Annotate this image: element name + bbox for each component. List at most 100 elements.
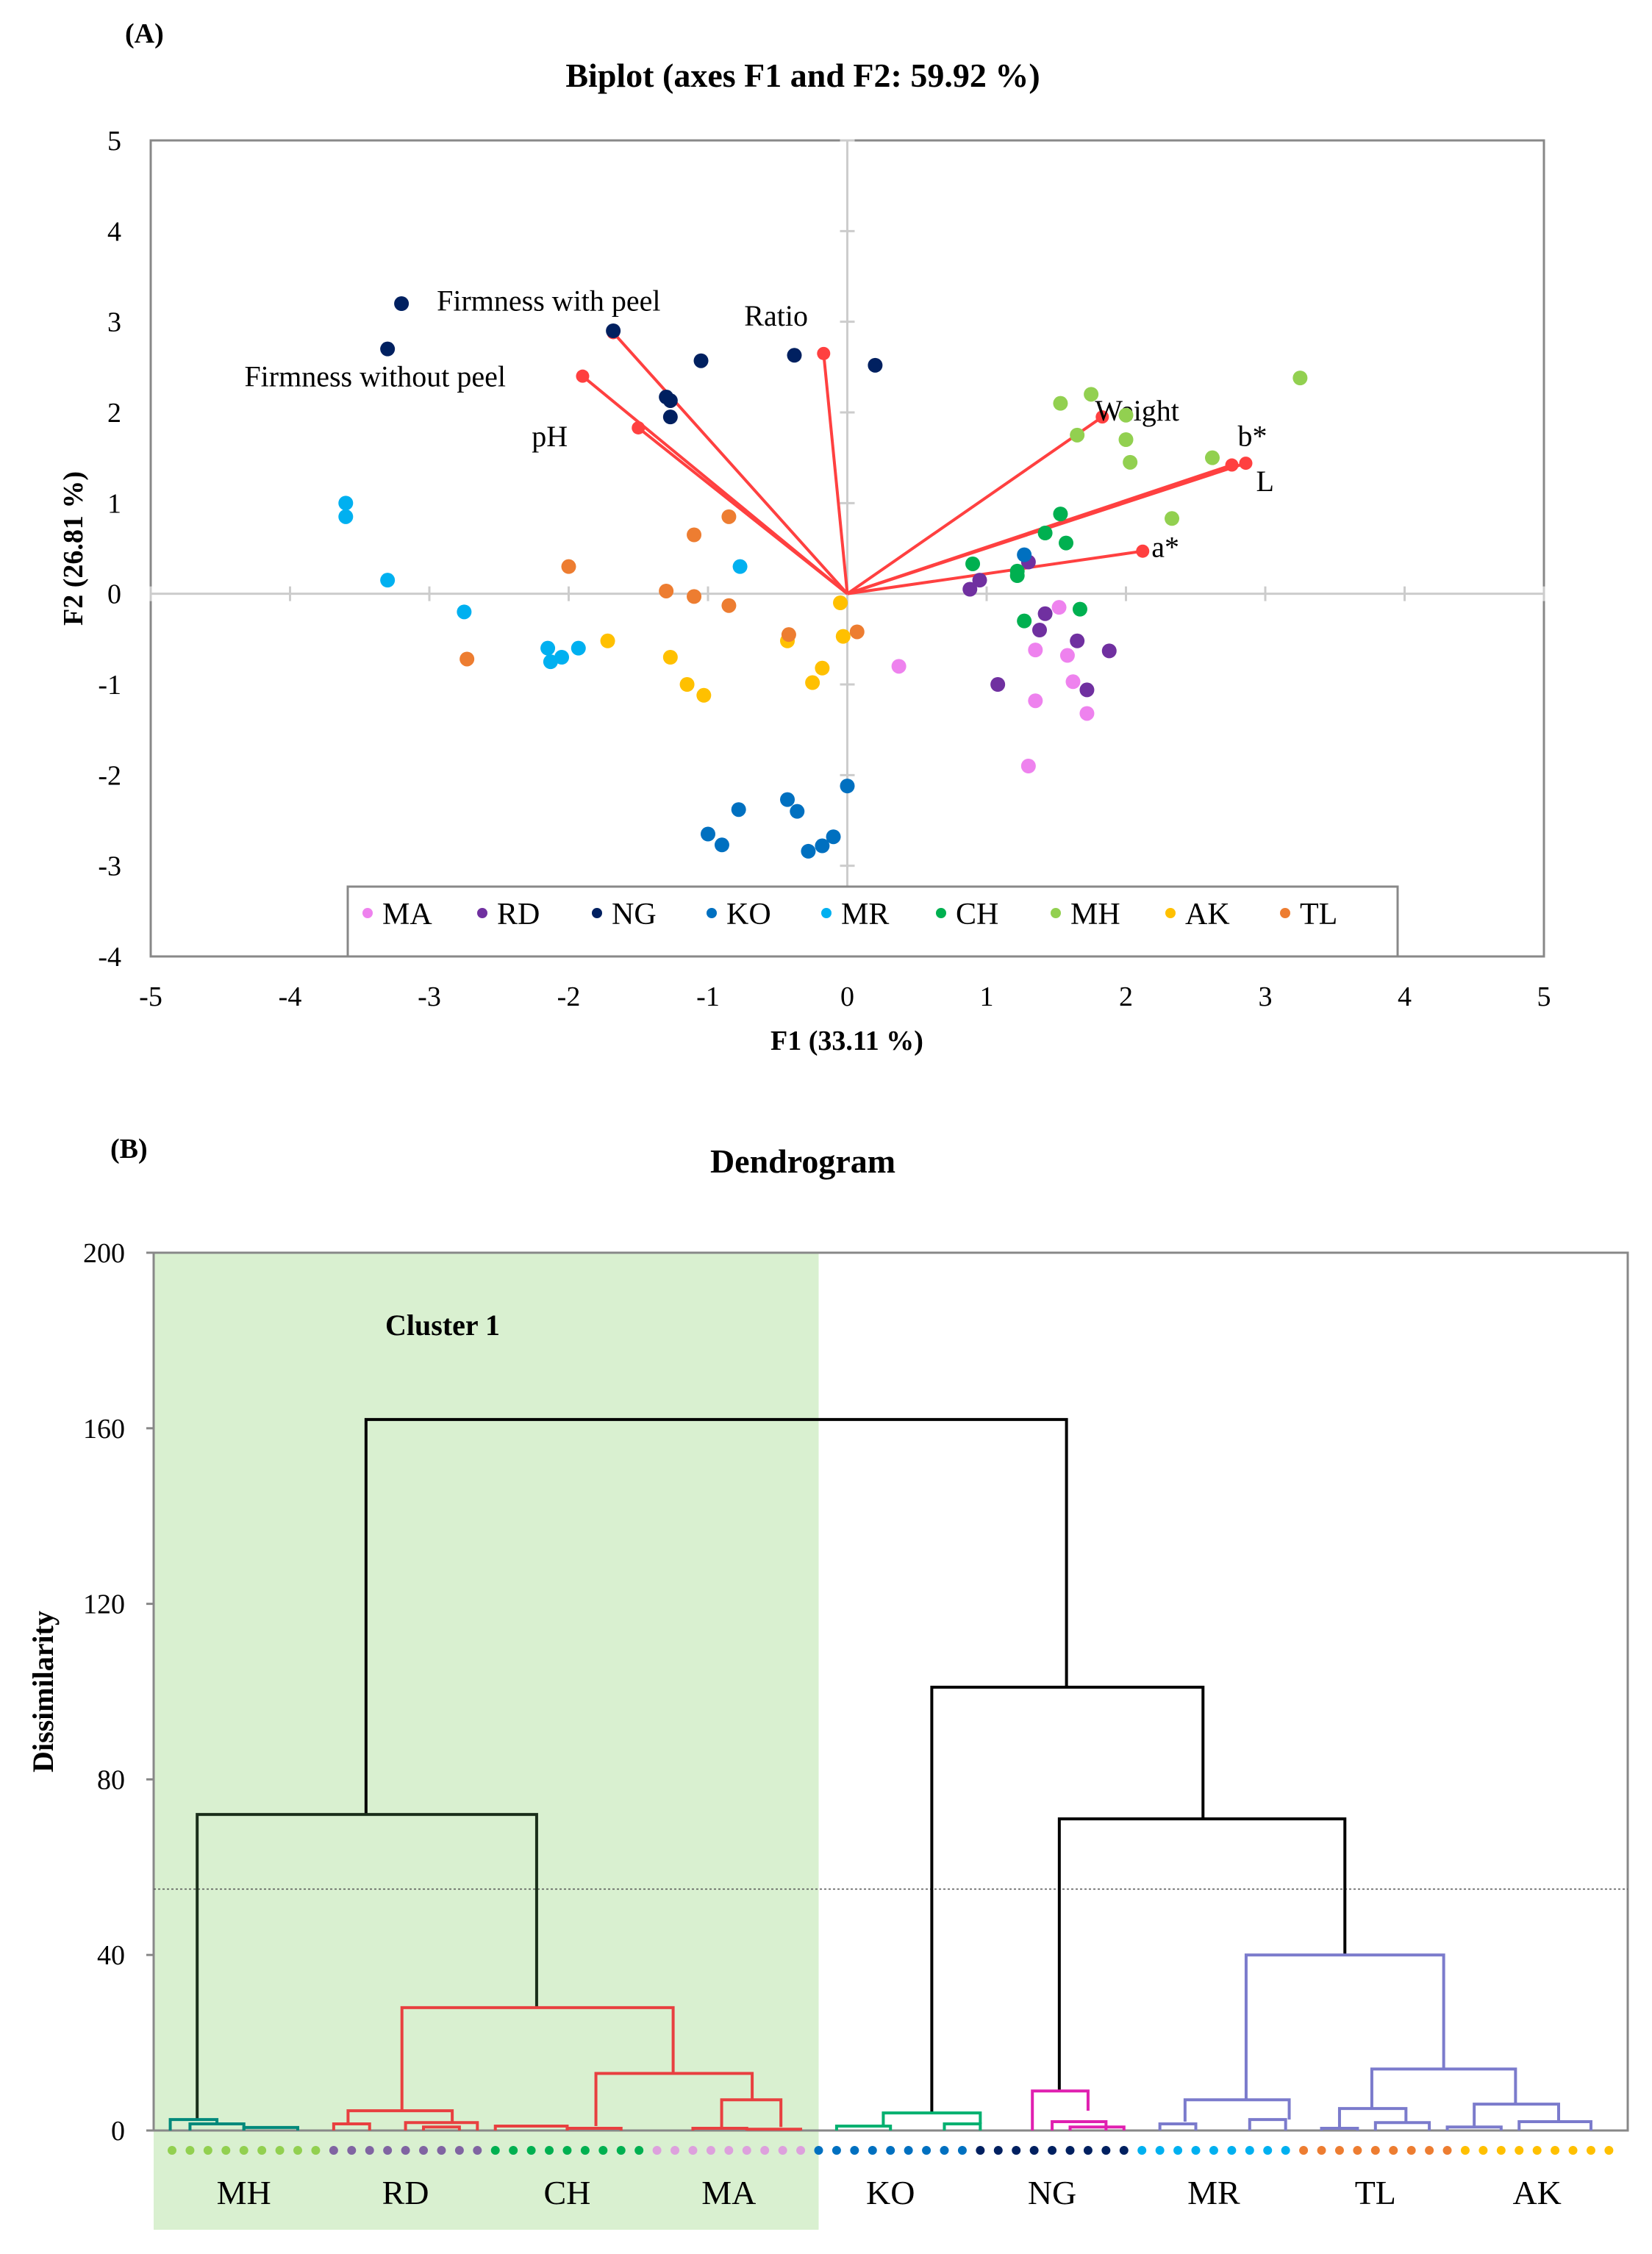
leaf-marker-tl — [1442, 2146, 1452, 2155]
y-tick-label: 80 — [97, 1764, 125, 1795]
point-ko — [731, 802, 746, 817]
link — [1183, 2098, 1291, 2122]
point-ak — [600, 633, 615, 648]
leaf-marker-ak — [1478, 2146, 1488, 2155]
biplot-axes: -5 -4 -3 -2 -1 0 1 2 3 4 5 -4 -3 -2 -1 0 1 2 3 4 5 — [98, 126, 1551, 1012]
group-label-ak: AK — [1512, 2174, 1561, 2211]
x-tick-label: 2 — [1119, 981, 1133, 1012]
link — [1244, 1953, 1445, 2100]
point-ch — [1017, 613, 1032, 629]
point-rd — [1070, 633, 1085, 648]
point-rd — [1079, 682, 1095, 698]
point-ma — [1065, 674, 1081, 690]
link — [1031, 2089, 1090, 2130]
point-ko — [1017, 547, 1032, 562]
leaf-marker-mr — [1281, 2146, 1290, 2155]
leaf-marker-rd — [365, 2146, 374, 2155]
minor-link — [242, 2125, 300, 2130]
leaf-marker-ng — [993, 2146, 1003, 2155]
link — [1370, 2067, 1517, 2109]
leaf-marker-mh — [168, 2146, 176, 2155]
point-tl — [849, 624, 865, 640]
leaf-marker-ng — [1083, 2146, 1093, 2155]
biplot-title: Biplot (axes F1 and F2: 59.92 %) — [565, 57, 1040, 94]
point-ma — [1028, 643, 1043, 658]
leaf-marker-ak — [1604, 2146, 1614, 2155]
y-tick-label: 3 — [107, 307, 121, 338]
x-tick-label: 1 — [980, 981, 994, 1012]
y-tick-label: -1 — [98, 670, 121, 701]
point-ng — [606, 323, 621, 338]
legend-marker-mh — [1051, 908, 1061, 918]
leaf-marker-rd — [419, 2146, 429, 2155]
point-ko — [840, 779, 855, 794]
point-ng — [662, 393, 678, 408]
cluster-1-highlight — [154, 1253, 819, 2230]
legend-marker-tl — [1280, 908, 1290, 918]
point-tl — [460, 651, 475, 667]
legend-marker-rd — [477, 908, 487, 918]
dendrogram-y-axis-label: Dissimilarity — [26, 1611, 60, 1772]
leaf-marker-ch — [509, 2146, 518, 2155]
legend-label: MR — [841, 898, 889, 931]
x-tick-label: -3 — [418, 981, 441, 1012]
leaf-marker-ak — [1460, 2146, 1470, 2155]
point-ma — [1051, 600, 1067, 615]
point-ak — [662, 650, 678, 665]
link — [720, 2098, 783, 2129]
point-ch — [1037, 526, 1053, 541]
link — [364, 1417, 1068, 1815]
y-tick-label: 200 — [83, 1238, 125, 1269]
point-mr — [554, 650, 570, 665]
minor-link — [422, 2125, 461, 2130]
leaf-marker-mr — [1209, 2146, 1218, 2155]
point-mr — [543, 654, 558, 670]
leaf-marker-rd — [347, 2146, 357, 2155]
vector-line — [612, 332, 848, 595]
point-tl — [781, 627, 796, 643]
leaf-marker-tl — [1299, 2146, 1309, 2155]
biplot-y-axis-label: F2 (26.81 %) — [58, 471, 89, 626]
vector-label: Ratio — [744, 299, 808, 332]
leaf-marker-mh — [257, 2146, 267, 2155]
leaf-marker-rd — [329, 2146, 338, 2155]
leaf-marker-mr — [1191, 2146, 1201, 2155]
vector-label: pH — [532, 420, 568, 453]
y-tick-label: 4 — [107, 216, 121, 247]
x-tick-label: 0 — [840, 981, 854, 1012]
leaf-marker-rd — [401, 2146, 410, 2155]
point-rd — [1037, 606, 1053, 621]
leaf-marker-ng — [1029, 2146, 1039, 2155]
minor-link — [1320, 2127, 1359, 2130]
legend-marker-ch — [936, 908, 946, 918]
link — [168, 2118, 219, 2130]
minor-link — [745, 2128, 803, 2131]
leaf-marker-ma — [760, 2146, 770, 2155]
leaf-marker-mh — [203, 2146, 212, 2155]
leaf-marker-ko — [814, 2146, 823, 2155]
point-ch — [965, 556, 981, 571]
vector-label: L — [1256, 465, 1273, 498]
vector-tip — [1239, 457, 1253, 471]
point-ko — [801, 843, 816, 859]
point-rd — [990, 677, 1006, 692]
minor-link — [834, 2125, 893, 2130]
leaf-marker-mr — [1227, 2146, 1237, 2155]
leaf-marker-ma — [724, 2146, 734, 2155]
leaf-marker-ch — [616, 2146, 626, 2155]
point-mh — [1292, 371, 1308, 386]
y-tick-label: 1 — [107, 488, 121, 519]
point-mr — [338, 495, 354, 511]
point-rd — [1101, 643, 1117, 659]
point-ko — [701, 826, 715, 842]
leaf-marker-ko — [886, 2146, 895, 2155]
vector-line — [637, 426, 848, 595]
leaf-marker-mr — [1263, 2146, 1273, 2155]
point-ch — [1059, 535, 1074, 551]
vector-tip — [817, 346, 831, 360]
leaf-marker-ng — [1119, 2146, 1129, 2155]
leaf-marker-rd — [437, 2146, 446, 2155]
legend-label: AK — [1185, 898, 1230, 931]
point-ko — [780, 792, 795, 807]
point-mh — [1118, 432, 1134, 447]
